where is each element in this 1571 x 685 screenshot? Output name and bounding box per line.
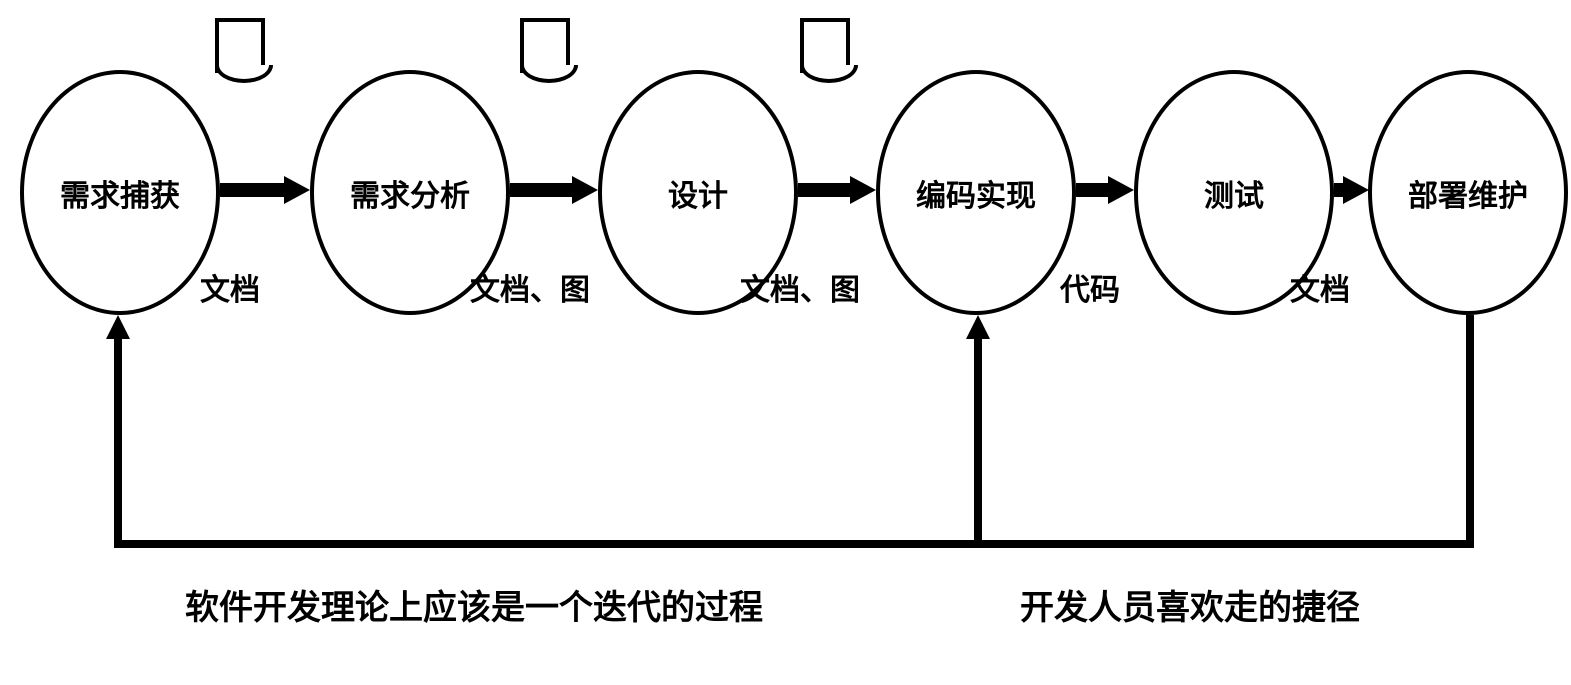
edge-arrow xyxy=(510,183,573,197)
node-coding: 编码实现 xyxy=(876,70,1076,315)
edge-label: 代码 xyxy=(1060,265,1120,309)
edge-arrowhead xyxy=(1343,176,1369,204)
edge-label: 文档、图 xyxy=(740,265,860,309)
node-label: 需求捕获 xyxy=(60,171,180,215)
edge-label: 文档、图 xyxy=(470,265,590,309)
caption-shortcut: 开发人员喜欢走的捷径 xyxy=(1020,580,1360,629)
feedback-arrowhead xyxy=(106,315,130,339)
edge-label: 文档 xyxy=(1290,265,1350,309)
document-icon xyxy=(800,18,850,73)
feedback-line xyxy=(974,339,982,548)
edge-arrow xyxy=(220,183,285,197)
node-requirements-capture: 需求捕获 xyxy=(20,70,220,315)
edge-arrowhead xyxy=(1108,176,1134,204)
node-label: 需求分析 xyxy=(350,171,470,215)
node-label: 编码实现 xyxy=(916,171,1036,215)
node-label: 部署维护 xyxy=(1408,171,1528,215)
edge-arrow xyxy=(1076,183,1109,197)
node-label: 测试 xyxy=(1204,171,1264,215)
edge-arrow xyxy=(798,183,851,197)
edge-label: 文档 xyxy=(200,265,260,309)
caption-iteration: 软件开发理论上应该是一个迭代的过程 xyxy=(185,580,763,629)
document-icon xyxy=(520,18,570,73)
edge-arrowhead xyxy=(284,176,310,204)
document-icon xyxy=(215,18,265,73)
feedback-line xyxy=(1466,315,1474,548)
edge-arrowhead xyxy=(572,176,598,204)
flowchart-diagram: 需求捕获 需求分析 设计 编码实现 测试 部署维护 文档 文档、图 文档、图 代… xyxy=(0,0,1571,685)
feedback-line xyxy=(114,540,1474,548)
edge-arrowhead xyxy=(850,176,876,204)
feedback-arrowhead xyxy=(966,315,990,339)
feedback-line xyxy=(114,339,122,548)
node-deploy-maintain: 部署维护 xyxy=(1368,70,1568,315)
node-label: 设计 xyxy=(668,171,728,215)
